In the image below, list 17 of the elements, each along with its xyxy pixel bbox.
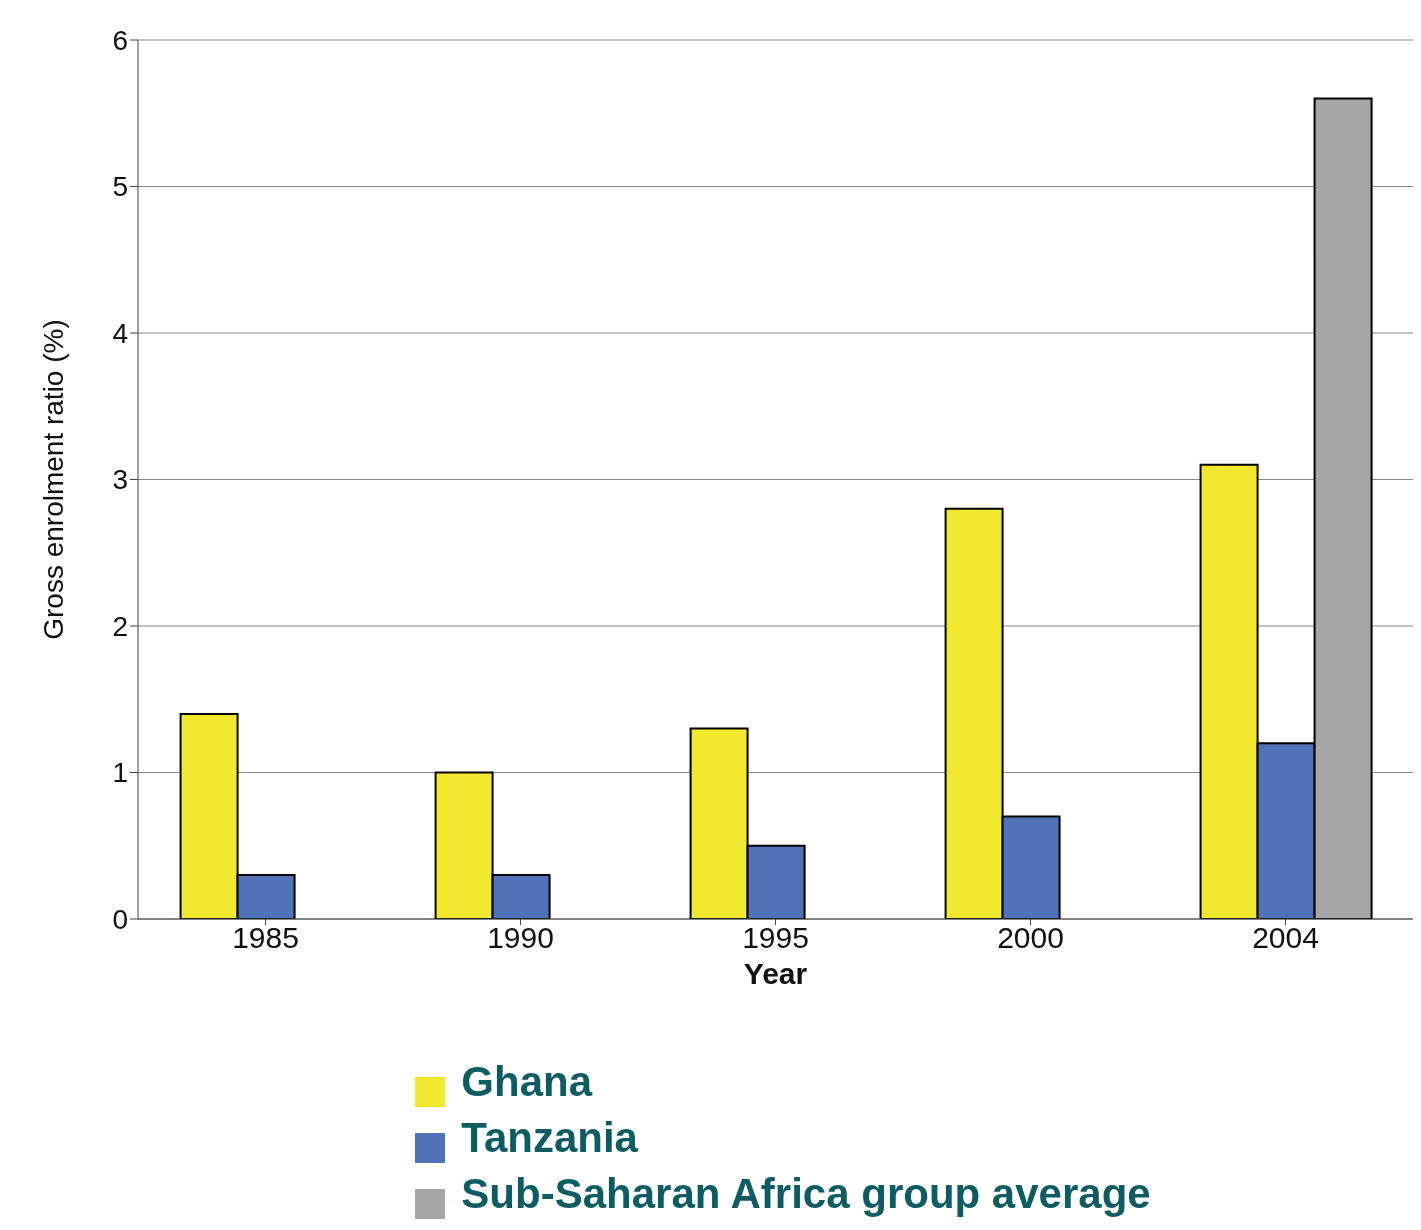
- x-tick-label: 2000: [997, 921, 1064, 955]
- legend-label: Sub-Saharan Africa group average: [461, 1170, 1151, 1217]
- y-tick-label: 6: [112, 24, 128, 56]
- y-tick-label: 5: [112, 171, 128, 203]
- y-tick-label: 3: [112, 464, 128, 496]
- x-tick-label: 1985: [232, 921, 299, 955]
- y-tick-label: 2: [112, 610, 128, 642]
- y-tick-label: 1: [112, 757, 128, 789]
- y-tick-label: 4: [112, 317, 128, 349]
- legend-label: Ghana: [461, 1058, 593, 1105]
- x-tick-label: 1995: [742, 921, 809, 955]
- x-tick-label: 2004: [1252, 921, 1319, 955]
- x-tick-label: 1990: [487, 921, 554, 955]
- legend-label: Tanzania: [461, 1114, 638, 1161]
- x-axis-title: Year: [743, 957, 808, 990]
- y-axis-title: Gross enrolment ratio (%): [37, 319, 69, 640]
- y-tick-label: 0: [112, 903, 128, 935]
